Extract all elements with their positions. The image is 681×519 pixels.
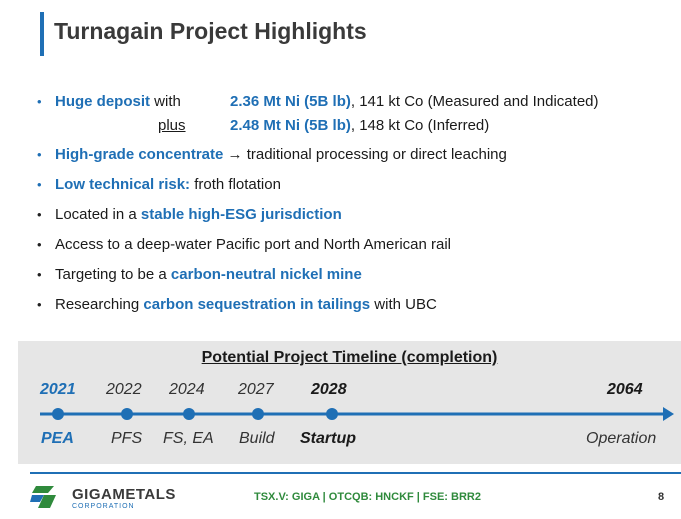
timeline-year-2028: 2028 (311, 381, 347, 398)
timeline-year-2024: 2024 (169, 381, 205, 398)
company-subtitle: CORPORATION (72, 503, 135, 510)
deposit-measured: 2.36 Mt Ni (5B lb), 141 kt Co (Measured … (230, 93, 599, 110)
deposit-plus-label: plus (158, 117, 186, 134)
timeline-dot-2028 (326, 408, 338, 420)
timeline-phase-build: Build (239, 430, 275, 447)
timeline-phase-startup: Startup (300, 430, 356, 447)
timeline-dot-2024 (183, 408, 195, 420)
timeline-dot-2022 (121, 408, 133, 420)
timeline-arrowhead-icon (663, 407, 674, 421)
bullet-dot-icon: • (37, 177, 42, 192)
page-title: Turnagain Project Highlights (54, 18, 367, 44)
page-number: 8 (658, 491, 665, 503)
footer-divider (30, 472, 681, 474)
timeline-title: Potential Project Timeline (completion) (201, 349, 498, 366)
bullet-dot-icon: • (37, 297, 42, 312)
bullet-dot-icon: • (37, 94, 42, 109)
bullet-dot-icon: • (37, 267, 42, 282)
bullet-jurisdiction: • Located in a stable high-ESG jurisdicti… (37, 206, 342, 223)
deposit-inferred: 2.48 Mt Ni (5B lb), 148 kt Co (Inferred) (230, 117, 490, 134)
arrow-right-icon: → (223, 146, 243, 163)
timeline-phase-fs-ea: FS, EA (163, 430, 214, 447)
project-timeline: Potential Project Timeline (completion) … (18, 341, 681, 464)
bullet-port-access: • Access to a deep-water Pacific port and… (37, 236, 452, 253)
timeline-dot-2021 (52, 408, 64, 420)
title-accent-bar (40, 12, 44, 56)
bullet-dot-icon: • (37, 147, 42, 162)
company-name: GIGAMETALS (72, 486, 176, 503)
timeline-year-2064: 2064 (607, 381, 643, 398)
timeline-graphic (40, 407, 674, 421)
timeline-year-2021: 2021 (40, 381, 76, 398)
stock-tickers: TSX.V: GIGA | OTCQB: HNCKF | FSE: BRR2 (254, 491, 481, 503)
timeline-phase-pfs: PFS (111, 430, 143, 447)
timeline-year-2027: 2027 (238, 381, 274, 398)
bullet-carbon-neutral: • Targeting to be a carbon-neutral nickel… (37, 266, 362, 283)
bullet-dot-icon: • (37, 237, 42, 252)
timeline-dot-2027 (252, 408, 264, 420)
gigametals-logo-icon (30, 486, 56, 508)
timeline-year-2022: 2022 (106, 381, 142, 398)
bullet-high-grade: • High-grade concentrate → traditional pr… (37, 146, 507, 163)
bullet-huge-deposit: • Huge deposit with (37, 93, 181, 110)
bullet-sequestration: • Researching carbon sequestration in tai… (37, 296, 437, 313)
timeline-phase-operation: Operation (586, 430, 657, 447)
bullet-dot-icon: • (37, 207, 42, 222)
bullet-low-risk: • Low technical risk: froth flotation (37, 176, 281, 193)
timeline-phase-pea: PEA (41, 430, 74, 447)
